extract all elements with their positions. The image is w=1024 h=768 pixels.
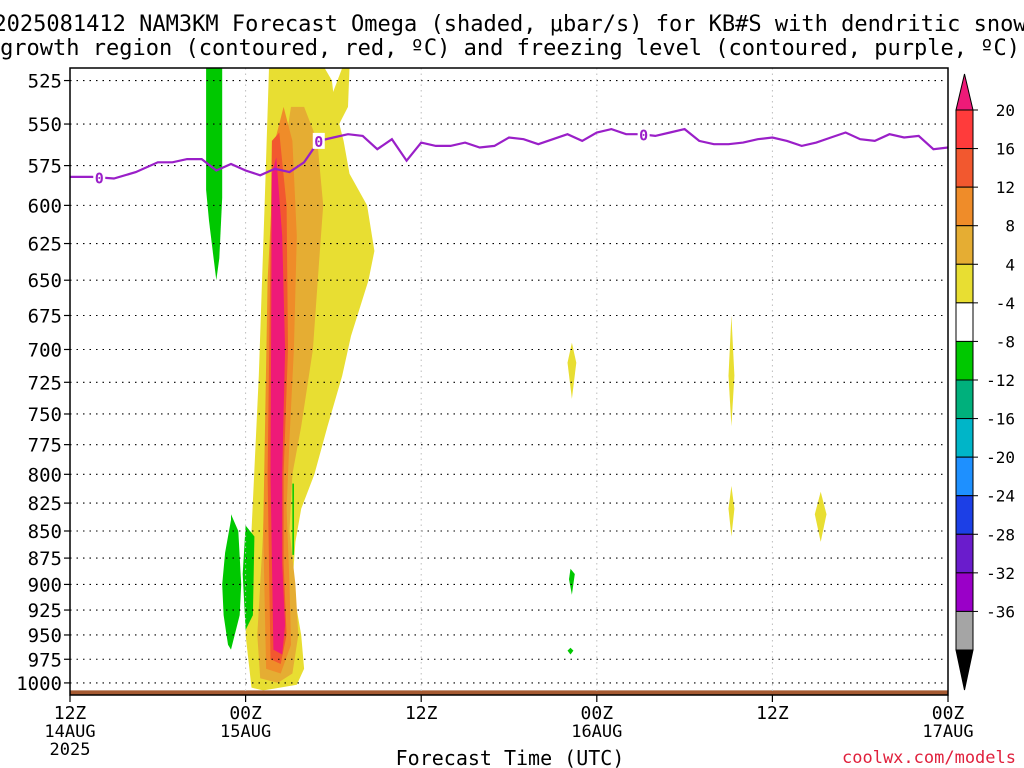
omega-region-ascent-lower-left <box>222 514 242 650</box>
omega-region-descent-710-late <box>728 315 735 427</box>
x-tick-label-date: 14AUG <box>44 722 95 742</box>
colorbar-label: 8 <box>1005 217 1015 236</box>
omega-region-descent-band-core <box>270 157 286 655</box>
x-tick-label-date: 16AUG <box>571 722 622 742</box>
colorbar-label: -4 <box>996 294 1015 313</box>
freezing-level-contour: 0 0 0 <box>70 126 949 187</box>
freezing-level-label: 0 <box>95 169 104 187</box>
x-tick-label-time: 00Z <box>581 703 614 724</box>
y-tick-label-625: 625 <box>28 234 62 256</box>
freezing-level-label: 0 <box>639 127 648 145</box>
colorbar-bottom-arrow <box>955 649 974 691</box>
y-tick-label-750: 750 <box>28 404 62 426</box>
freezing-level-label: 0 <box>314 133 323 151</box>
y-tick-label-675: 675 <box>28 305 62 327</box>
freezing-level-label-bg <box>93 169 106 186</box>
colorbar-label: -36 <box>986 602 1015 621</box>
colorbar-segment <box>955 418 974 458</box>
y-axis-pressure: 525 550 575 600 625 650 675 700 725 750 775 800 825 8… <box>16 71 70 695</box>
y-tick-label-875: 875 <box>28 548 62 570</box>
plot-frame <box>69 67 949 696</box>
colorbar-segment <box>955 186 974 227</box>
freezing-level-label-bg <box>637 126 650 143</box>
ground-fill <box>70 690 948 695</box>
colorbar-segment <box>955 379 974 420</box>
plot-area <box>70 68 948 695</box>
chart-title-line1: 2025081412 NAM3KM Forecast Omega (shaded… <box>0 12 1024 37</box>
x-tick-label-date: 15AUG <box>220 722 271 742</box>
colorbar-label: -24 <box>986 487 1015 506</box>
credit-text: coolwx.com/models <box>842 748 1016 768</box>
y-tick-label-775: 775 <box>28 435 62 457</box>
ground-surface <box>70 690 948 695</box>
colorbar-segment <box>955 610 974 651</box>
y-tick-label-525: 525 <box>28 71 62 93</box>
y-tick-label-800: 800 <box>28 464 62 486</box>
colorbar-top-arrow <box>955 73 974 111</box>
x-tick-label-time: 12Z <box>405 703 438 724</box>
colorbar-segment <box>955 109 974 150</box>
y-tick-label-825: 825 <box>28 493 62 515</box>
y-tick-label-1000: 1000 <box>16 673 62 695</box>
omega-region-ascent-900 <box>569 568 575 595</box>
omega-region-descent-700 <box>567 342 577 399</box>
colorbar-segment <box>955 340 974 381</box>
colorbar-label: 12 <box>996 178 1015 197</box>
y-tick-label-975: 975 <box>28 649 62 671</box>
colorbar-label: -32 <box>986 564 1015 583</box>
omega-region-descent-upper-patch <box>327 68 350 141</box>
colorbar-label: -12 <box>986 371 1015 390</box>
x-tick-label-time: 12Z <box>54 703 87 724</box>
colorbar-label: 16 <box>996 140 1015 159</box>
colorbar-label: -16 <box>986 410 1015 429</box>
x-tick-label-time: 12Z <box>756 703 789 724</box>
omega-region-descent-835 <box>814 491 827 542</box>
freezing-level-label-bg <box>312 132 325 149</box>
omega-shading <box>206 68 827 691</box>
y-tick-label-575: 575 <box>28 156 62 178</box>
colorbar-segment <box>955 572 974 612</box>
omega-region-ascent-965 <box>567 647 574 655</box>
omega-region-ascent-thin-line <box>292 483 294 555</box>
colorbar-segment <box>955 148 974 188</box>
plot-background <box>70 68 948 695</box>
y-tick-label-900: 900 <box>28 574 62 596</box>
colorbar-segment <box>955 225 974 265</box>
omega-region-ascent-upper <box>206 68 223 281</box>
colorbar-label: -8 <box>996 332 1015 351</box>
omega-region-descent-825 <box>728 485 735 537</box>
colorbar-segment <box>955 495 974 535</box>
colorbar-label: 20 <box>996 101 1015 120</box>
colorbar-label: 4 <box>1005 255 1015 274</box>
y-tick-label-600: 600 <box>28 195 62 217</box>
y-tick-label-650: 650 <box>28 270 62 292</box>
colorbar-segment <box>955 263 974 304</box>
grid-lines <box>70 68 948 695</box>
x-tick-label-time: 00Z <box>932 703 965 724</box>
x-axis-label: Forecast Time (UTC) <box>396 746 625 768</box>
y-tick-label-700: 700 <box>28 339 62 361</box>
y-tick-label-850: 850 <box>28 521 62 543</box>
y-tick-label-725: 725 <box>28 372 62 394</box>
x-tick-label-date: 17AUG <box>922 722 973 742</box>
x-tick-label-time: 00Z <box>229 703 262 724</box>
colorbar-label: -28 <box>986 525 1015 544</box>
omega-colorbar: 20 16 12 8 4 -4 -8 -12 -16 -20 -24 -28 -32 -36 <box>955 73 1015 691</box>
chart-title-line2: growth region (contoured, red, ºC) and f… <box>0 36 1020 61</box>
freezing-level-line <box>70 127 949 180</box>
colorbar-segment <box>955 302 974 342</box>
omega-region-ascent-lower-mid <box>242 525 255 630</box>
x-tick-label-year: 2025 <box>50 740 91 760</box>
y-tick-label-550: 550 <box>28 114 62 136</box>
colorbar-label: -20 <box>986 448 1015 467</box>
y-tick-label-950: 950 <box>28 625 62 647</box>
colorbar-segment <box>955 456 974 497</box>
colorbar-segment <box>955 533 974 574</box>
y-tick-label-925: 925 <box>28 600 62 622</box>
